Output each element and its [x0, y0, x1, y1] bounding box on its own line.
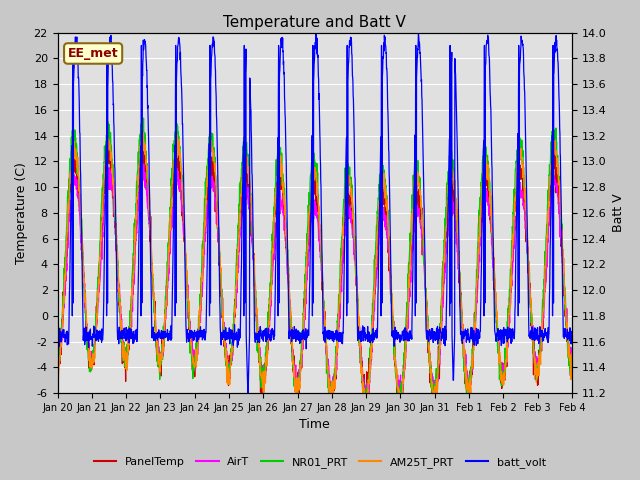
Title: Temperature and Batt V: Temperature and Batt V [223, 15, 406, 30]
Legend: PanelTemp, AirT, NR01_PRT, AM25T_PRT, batt_volt: PanelTemp, AirT, NR01_PRT, AM25T_PRT, ba… [90, 452, 550, 472]
X-axis label: Time: Time [300, 419, 330, 432]
Y-axis label: Temperature (C): Temperature (C) [15, 162, 28, 264]
Y-axis label: Batt V: Batt V [612, 193, 625, 232]
Text: EE_met: EE_met [68, 47, 118, 60]
